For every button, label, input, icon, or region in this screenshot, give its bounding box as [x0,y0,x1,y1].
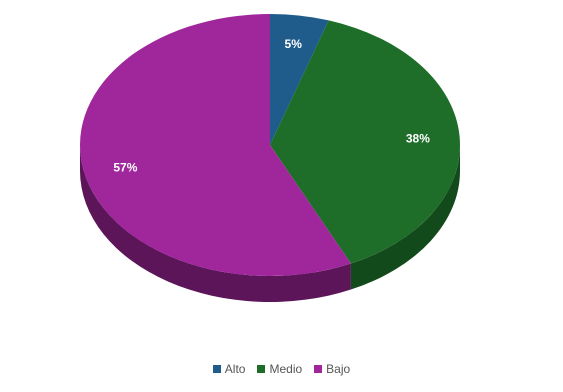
legend-item-alto: Alto [212,362,246,376]
pie-slice-medio [270,20,461,264]
pie-slice-alto [270,14,329,145]
legend-label-bajo: Bajo [326,362,351,376]
data-label-bajo: 57% [113,160,137,174]
legend-swatch-medio [257,365,266,373]
data-label-medio: 38% [406,132,430,146]
pie-depth [80,145,460,302]
pie-data-labels: 5% 38% 57% [113,37,430,174]
legend-label-medio: Medio [269,362,303,376]
pie-slice-bajo [80,14,351,276]
legend-item-bajo: Bajo [314,362,350,376]
legend-item-medio: Medio [257,362,302,376]
legend-label-alto: Alto [224,362,246,376]
pie-side-bajo [80,145,351,302]
legend-swatch-alto [212,365,221,373]
legend-swatch-bajo [314,365,323,373]
pie-side-medio [350,145,460,290]
pie-slices [80,14,461,276]
legend: Alto Medio Bajo [0,362,563,376]
data-label-alto: 5% [285,37,303,51]
